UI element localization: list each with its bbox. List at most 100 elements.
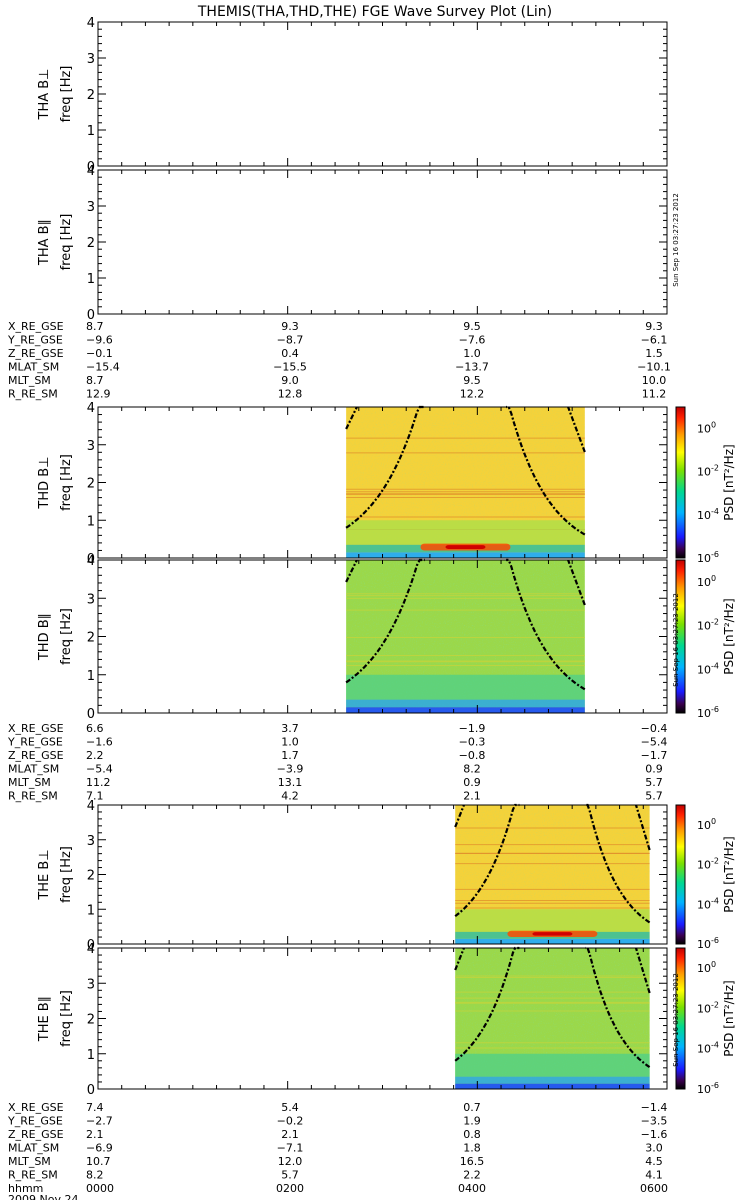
ephemeris-value: −5.4: [86, 763, 113, 776]
y-axis-label: freq [Hz]: [59, 846, 74, 903]
panel-frame: [97, 169, 668, 315]
panel-tha-bperp: 0 1 2 3 4 THA B⊥ freq [Hz]: [37, 16, 668, 175]
ephemeris-value: 7.4: [86, 1101, 104, 1114]
gyrofrequency-curve: [454, 947, 465, 971]
y-tick-label: 4: [87, 942, 95, 957]
spectrogram-band: [346, 520, 585, 545]
ephemeris-value: 1.5: [645, 347, 663, 360]
ephemeris-value: 0.4: [281, 347, 299, 360]
ephemeris-value: 12.8: [278, 388, 303, 401]
ephemeris-value: −1.6: [641, 1128, 668, 1141]
y-tick-label: 0: [87, 308, 95, 323]
colorbar-tick-base: 10: [697, 938, 711, 951]
time-tick-label: 0200: [276, 1182, 304, 1195]
y-tick-label: 0: [87, 160, 95, 175]
y-tick-label: 2: [87, 1013, 95, 1028]
y-tick-label: 1: [87, 272, 95, 287]
gyrofrequency-curve: [345, 558, 425, 684]
spectrogram-band: [455, 1076, 650, 1084]
spectrogram-band: [346, 552, 585, 558]
y-tick-label: 4: [87, 164, 95, 179]
ephemeris-label: MLAT_SM: [8, 763, 59, 776]
ephemeris-value: −5.4: [641, 736, 668, 749]
colorbar-label: PSD [nT²/Hz]: [722, 598, 736, 674]
ephemeris-value: 1.0: [463, 347, 481, 360]
colorbar-tick-exponent: -6: [711, 936, 719, 945]
ephemeris-value: 3.7: [281, 722, 299, 735]
time-tick-label: 0400: [458, 1182, 486, 1195]
ephemeris-value: 0.7: [463, 1101, 481, 1114]
colorbar-tick-label: 100: [697, 960, 716, 975]
ephemeris-value: 4.2: [281, 790, 299, 803]
ephemeris-value: −15.4: [86, 361, 120, 374]
ephemeris-label: MLAT_SM: [8, 1142, 59, 1155]
y-tick-label: 4: [87, 799, 95, 814]
ephemeris-value: 8.7: [86, 374, 104, 387]
ephemeris-tables: X_RE_GSE 8.7 9.3 9.5 9.3 Y_RE_GSE −9.6 −8.7 −7.6…: [7, 320, 671, 1182]
ephemeris-value: 0.9: [645, 763, 663, 776]
gyrofrequency-curve: [345, 559, 358, 583]
ephemeris-value: −7.1: [277, 1142, 304, 1155]
ephemeris-value: −6.9: [86, 1142, 113, 1155]
colorbar-tick-base: 10: [697, 1083, 711, 1096]
ephemeris-value: −1.9: [459, 722, 486, 735]
colorbar-tick-label: 10-6: [697, 550, 719, 565]
y-tick-label: 1: [87, 124, 95, 139]
ephemeris-value: −6.1: [641, 334, 668, 347]
ephemeris-value: −10.1: [637, 361, 671, 374]
y-tick-label: 1: [87, 1048, 95, 1063]
y-tick-label: 3: [87, 592, 95, 607]
y-tick-label: 1: [87, 514, 95, 529]
colorbar-tick-label: 10-2: [697, 857, 719, 872]
ephemeris-value: 12.9: [86, 388, 111, 401]
ephemeris-value: 16.5: [460, 1155, 485, 1168]
panel-label: THD B∥: [37, 613, 52, 661]
ephemeris-value: 9.5: [463, 374, 481, 387]
timestamp: Sun Sep 16 03:27:23 2012: [672, 593, 680, 687]
ephemeris-value: 12.2: [460, 388, 485, 401]
y-tick-label: 1: [87, 903, 95, 918]
colorbar-scale: [675, 947, 686, 1090]
ephemeris-value: −7.6: [459, 334, 486, 347]
y-axis-label: freq [Hz]: [59, 608, 74, 665]
ephemeris-value: −13.7: [455, 361, 489, 374]
ephemeris-value: 8.2: [463, 763, 481, 776]
ephemeris-label: MLT_SM: [8, 776, 51, 789]
ephemeris-label: X_RE_GSE: [8, 320, 64, 333]
timestamp: Sun Sep 16 03:27:23 2012: [672, 973, 680, 1067]
ephemeris-label: X_RE_GSE: [8, 722, 64, 735]
ephemeris-value: −0.1: [86, 347, 113, 360]
colorbar-tick-label: 10-2: [697, 1000, 719, 1015]
spectrogram: [345, 558, 586, 713]
ephemeris-value: 11.2: [86, 776, 111, 789]
colorbar-tick-label: 100: [697, 421, 716, 436]
ephemeris-value: 11.2: [642, 388, 667, 401]
colorbar-tick-label: 10-6: [697, 1081, 719, 1096]
colorbar-tick-label: 10-4: [697, 1041, 719, 1056]
ephemeris-value: −1.4: [641, 1101, 668, 1114]
colorbar-scale: [675, 559, 686, 714]
gyrofrequency-curve: [634, 947, 651, 994]
colorbar-tick-base: 10: [697, 552, 711, 565]
spectrogram-band: [346, 707, 585, 713]
ephemeris-value: 4.1: [645, 1169, 663, 1182]
ephemeris-table-the: X_RE_GSE 7.4 5.4 0.7 −1.4 Y_RE_GSE −2.7 −0.2 1.9…: [7, 1101, 667, 1182]
plot-title: THEMIS(THA,THD,THE) FGE Wave Survey Plot…: [197, 4, 552, 20]
colorbar-tick-label: 10-6: [697, 936, 719, 951]
panel-label: THA B∥: [37, 219, 52, 266]
colorbar-label: PSD [nT²/Hz]: [722, 980, 736, 1056]
gyrofrequency-curve: [567, 559, 586, 606]
colorbar-tick-label: 10-2: [697, 464, 719, 479]
y-tick-label: 4: [87, 401, 95, 416]
colorbar-tick-base: 10: [697, 620, 711, 633]
y-tick-label: 4: [87, 554, 95, 569]
ephemeris-value: −0.3: [459, 736, 486, 749]
y-tick-label: 3: [87, 52, 95, 67]
ephemeris-label: Y_RE_GSE: [7, 1115, 63, 1128]
